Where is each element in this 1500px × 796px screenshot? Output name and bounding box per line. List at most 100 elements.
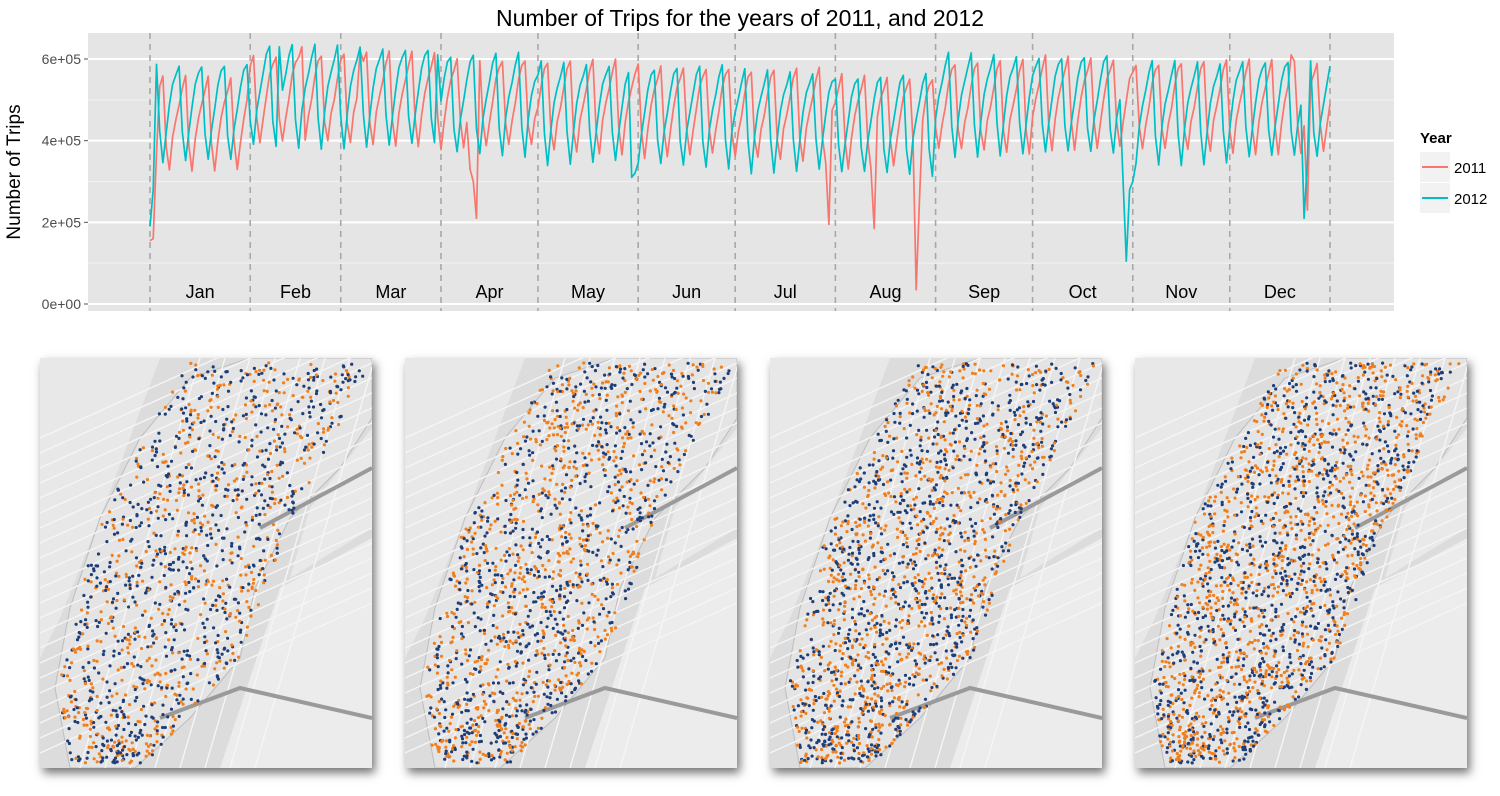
trip-point <box>304 445 308 449</box>
trip-point <box>279 498 283 502</box>
trip-point <box>818 662 822 666</box>
trip-point <box>1060 420 1064 424</box>
trip-point <box>670 393 674 397</box>
trip-point <box>599 386 603 390</box>
street <box>405 452 737 604</box>
trip-point <box>877 710 882 714</box>
trip-point <box>1068 392 1072 397</box>
trip-point <box>543 405 547 409</box>
trip-point <box>938 399 942 403</box>
trip-point <box>577 679 581 683</box>
trip-point <box>881 482 886 487</box>
trip-point <box>193 408 197 412</box>
trip-point <box>157 483 161 487</box>
street <box>1135 407 1467 559</box>
trip-point <box>1053 406 1057 410</box>
trip-point <box>1342 445 1346 449</box>
trip-point <box>957 424 961 428</box>
trip-point <box>95 694 99 699</box>
trip-point <box>530 527 534 531</box>
trip-point <box>117 741 121 746</box>
trip-point <box>157 431 161 435</box>
trip-point <box>964 419 968 423</box>
trip-point <box>843 610 847 614</box>
trip-point <box>124 739 128 743</box>
trip-point <box>801 675 805 679</box>
trip-point <box>968 494 972 498</box>
trip-point <box>161 703 165 707</box>
trip-point <box>269 553 273 558</box>
trip-point <box>87 661 91 665</box>
trip-point <box>491 623 495 628</box>
trip-point <box>585 538 589 542</box>
trip-point <box>472 521 476 525</box>
trip-point <box>182 386 186 390</box>
trip-point <box>508 494 513 498</box>
trip-point <box>321 430 326 434</box>
trip-point <box>108 510 112 514</box>
trip-point <box>934 516 938 521</box>
trip-point <box>311 405 316 409</box>
trip-point <box>861 754 865 758</box>
trip-point <box>551 464 555 468</box>
trip-point <box>841 652 845 656</box>
trip-point <box>465 721 469 725</box>
trip-point <box>962 367 966 371</box>
y-axis-label: Number of Trips <box>4 104 25 239</box>
trip-point <box>799 710 804 714</box>
trip-point <box>162 619 167 623</box>
trip-point <box>573 444 577 448</box>
trip-point <box>437 644 441 649</box>
trip-point <box>946 411 950 415</box>
trip-point <box>451 744 456 748</box>
trip-point <box>582 649 586 653</box>
trip-point <box>898 641 902 645</box>
trip-point <box>972 601 976 605</box>
trip-point <box>1303 443 1307 447</box>
trip-point <box>917 591 921 595</box>
trip-point <box>566 552 570 556</box>
trip-point <box>876 432 880 436</box>
trip-point <box>714 391 718 395</box>
trip-point <box>171 729 175 733</box>
trip-point <box>875 500 879 504</box>
trip-point <box>171 560 175 565</box>
trip-point <box>586 562 590 566</box>
trip-point <box>578 572 582 576</box>
trip-point <box>613 483 617 487</box>
trip-point <box>253 395 257 399</box>
trip-point <box>567 679 571 683</box>
trip-point <box>479 525 483 529</box>
trip-point <box>959 531 963 535</box>
trip-point <box>496 517 500 521</box>
trip-point <box>957 458 961 462</box>
trip-point <box>1019 432 1023 437</box>
trip-point <box>983 449 987 453</box>
trip-point <box>213 369 217 373</box>
trip-point <box>121 624 126 629</box>
trip-point <box>266 537 270 541</box>
trip-point <box>498 755 502 759</box>
trip-point <box>519 544 523 548</box>
trip-point <box>173 668 177 672</box>
trip-point <box>628 399 632 403</box>
trip-point <box>1020 472 1024 476</box>
trip-point <box>940 592 944 596</box>
trip-point <box>969 505 973 510</box>
trip-point <box>508 744 512 748</box>
trip-point <box>189 697 193 701</box>
trip-point <box>898 682 902 686</box>
trip-point <box>884 745 888 749</box>
trip-point <box>126 646 130 650</box>
trip-point <box>944 408 948 412</box>
trip-point <box>847 756 851 760</box>
trip-point <box>117 739 121 743</box>
trip-point <box>238 611 242 615</box>
street <box>770 437 1102 589</box>
trip-point <box>834 743 838 747</box>
trip-point <box>892 696 896 700</box>
trip-point <box>570 389 574 393</box>
trip-point <box>832 622 836 626</box>
trip-point <box>929 576 934 580</box>
trip-point <box>268 476 272 481</box>
